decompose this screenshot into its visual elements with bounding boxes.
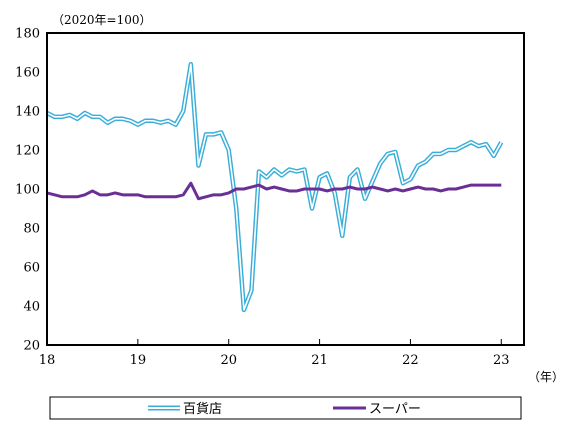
y-tick-label-80: 80	[23, 222, 40, 237]
y-tick-label-20: 20	[23, 339, 40, 354]
legend: 百貨店 スーパー	[49, 396, 522, 420]
y-tick-label-100: 100	[15, 183, 40, 198]
y-tick-label-40: 40	[23, 300, 40, 315]
x-tick-label-19: 19	[130, 353, 147, 368]
legend-label-supermarket: スーパー	[369, 402, 421, 417]
x-tick-label-20: 20	[220, 353, 237, 368]
legend-label-dept-store: 百貨店	[183, 401, 222, 417]
legend-item-dept-store: 百貨店	[148, 401, 222, 417]
y-tick-label-120: 120	[15, 144, 40, 159]
y-tick-label-60: 60	[23, 261, 40, 276]
legend-box	[49, 396, 522, 420]
y-tick-label-180: 180	[15, 27, 40, 42]
x-tick-label-21: 21	[311, 353, 328, 368]
legend-item-supermarket: スーパー	[333, 402, 421, 417]
y-axis-ticks: 20 40 60 80 100 120 140 160 180	[15, 27, 40, 354]
x-tick-label-22: 22	[402, 353, 419, 368]
series-line-supermarket	[46, 181, 502, 201]
plot-area-frame	[46, 32, 525, 346]
x-tick-label-18: 18	[39, 353, 56, 368]
y-tick-label-140: 140	[15, 105, 40, 120]
y-tick-label-160: 160	[15, 66, 40, 81]
x-tick-label-23: 23	[493, 353, 510, 368]
series-layer	[45, 61, 504, 313]
series-line-dept-store-inner	[46, 63, 502, 311]
x-unit-label: （年）	[528, 370, 564, 384]
x-axis-ticks: 18 19 20 21 22 23	[39, 339, 510, 368]
y-unit-label: （2020年=100）	[52, 13, 152, 27]
